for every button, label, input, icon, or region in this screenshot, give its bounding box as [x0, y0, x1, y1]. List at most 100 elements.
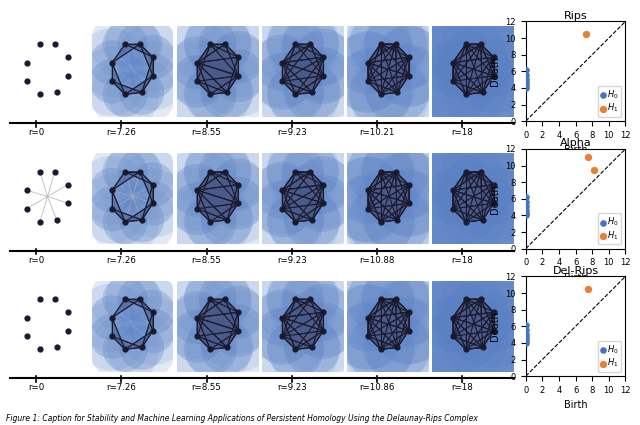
Circle shape	[375, 279, 442, 346]
Point	[376, 346, 386, 353]
Circle shape	[377, 26, 440, 89]
Circle shape	[239, 37, 326, 125]
Polygon shape	[282, 44, 323, 76]
Polygon shape	[140, 299, 153, 331]
Polygon shape	[310, 299, 323, 331]
Polygon shape	[125, 76, 153, 94]
Polygon shape	[381, 299, 397, 349]
Polygon shape	[453, 299, 483, 348]
Polygon shape	[453, 190, 493, 209]
Polygon shape	[282, 299, 323, 318]
Polygon shape	[466, 44, 493, 93]
Polygon shape	[282, 299, 323, 336]
Circle shape	[408, 227, 579, 398]
Polygon shape	[197, 203, 238, 220]
Circle shape	[410, 116, 522, 227]
Polygon shape	[483, 312, 493, 348]
Polygon shape	[296, 44, 323, 76]
Polygon shape	[197, 209, 227, 222]
Point	[233, 200, 243, 207]
Point	[205, 168, 216, 175]
Polygon shape	[453, 44, 466, 94]
Circle shape	[380, 214, 551, 385]
$H_1$	[583, 154, 593, 161]
Polygon shape	[453, 172, 493, 209]
Polygon shape	[211, 44, 238, 76]
$H_0$	[520, 206, 531, 213]
Polygon shape	[453, 184, 493, 220]
Circle shape	[397, 7, 508, 118]
Polygon shape	[367, 331, 408, 348]
Polygon shape	[453, 172, 493, 209]
Polygon shape	[466, 172, 493, 222]
Text: r=9.23: r=9.23	[277, 128, 307, 137]
$H_0$	[520, 337, 531, 344]
Circle shape	[295, 156, 352, 213]
Circle shape	[377, 44, 440, 107]
Polygon shape	[453, 203, 493, 222]
Polygon shape	[367, 203, 408, 220]
Point	[461, 41, 471, 48]
Circle shape	[397, 135, 508, 246]
Circle shape	[395, 0, 566, 130]
Circle shape	[284, 319, 340, 376]
Polygon shape	[381, 203, 408, 222]
Circle shape	[268, 303, 356, 391]
Circle shape	[212, 31, 264, 84]
Point	[403, 327, 413, 334]
Circle shape	[349, 44, 446, 141]
Polygon shape	[453, 172, 493, 209]
Polygon shape	[453, 172, 483, 220]
Circle shape	[184, 258, 266, 340]
Circle shape	[380, 136, 551, 307]
Circle shape	[90, 168, 134, 212]
Polygon shape	[125, 44, 153, 57]
Polygon shape	[367, 63, 408, 81]
Circle shape	[198, 145, 252, 198]
Polygon shape	[453, 63, 483, 94]
Legend: $H_0$, $H_1$: $H_0$, $H_1$	[598, 341, 621, 372]
Polygon shape	[453, 190, 483, 220]
Polygon shape	[453, 44, 493, 81]
Circle shape	[212, 304, 264, 357]
Polygon shape	[282, 184, 323, 222]
Polygon shape	[466, 44, 493, 94]
Polygon shape	[453, 44, 466, 94]
Circle shape	[427, 37, 538, 148]
Polygon shape	[367, 44, 397, 93]
Polygon shape	[367, 57, 408, 93]
Polygon shape	[282, 190, 323, 209]
Polygon shape	[197, 172, 238, 203]
Point	[120, 168, 130, 175]
Polygon shape	[367, 299, 396, 318]
Circle shape	[282, 143, 339, 200]
Point	[291, 168, 301, 175]
Polygon shape	[453, 318, 493, 349]
Polygon shape	[367, 184, 408, 209]
Polygon shape	[481, 299, 493, 348]
$H_0$	[520, 66, 531, 73]
Polygon shape	[381, 312, 408, 349]
Polygon shape	[453, 299, 493, 336]
Circle shape	[118, 277, 163, 322]
Polygon shape	[367, 312, 408, 336]
Point	[107, 333, 117, 340]
Polygon shape	[282, 172, 310, 209]
Polygon shape	[367, 190, 381, 222]
Polygon shape	[367, 172, 408, 209]
Polygon shape	[453, 299, 466, 349]
Circle shape	[360, 27, 457, 124]
Text: r=9.23: r=9.23	[277, 383, 307, 392]
Polygon shape	[466, 44, 493, 76]
Polygon shape	[381, 172, 396, 222]
Polygon shape	[282, 76, 323, 94]
Polygon shape	[282, 81, 312, 94]
Circle shape	[77, 302, 147, 371]
Circle shape	[367, 123, 538, 295]
Polygon shape	[367, 44, 408, 63]
Polygon shape	[296, 172, 323, 203]
Circle shape	[118, 278, 188, 347]
Circle shape	[380, 9, 551, 180]
Circle shape	[408, 99, 579, 270]
Legend: $H_0$, $H_1$: $H_0$, $H_1$	[598, 86, 621, 117]
